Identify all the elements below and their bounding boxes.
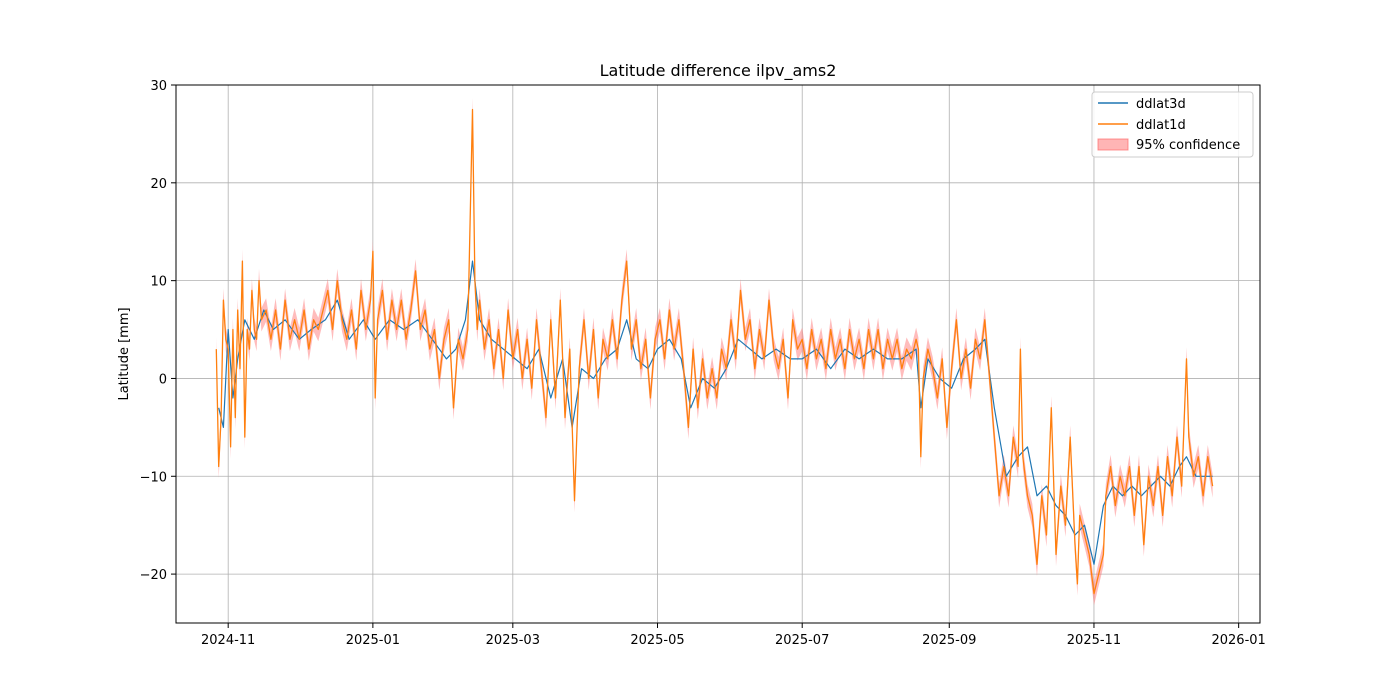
y-tick-label: −20: [140, 568, 167, 583]
x-tick-label: 2025-05: [630, 633, 684, 648]
x-tick-label: 2026-01: [1211, 633, 1265, 648]
series-line-ddlat3d: [218, 260, 1213, 565]
y-tick-label: −10: [140, 470, 167, 485]
y-tick-label: 30: [150, 79, 167, 94]
y-axis-ticks: −20 −10 0 10 20 30: [140, 79, 176, 583]
x-tick-label: 2024-11: [201, 633, 255, 648]
legend: ddlat3d ddlat1d 95% confidence: [1091, 91, 1254, 158]
x-tick-label: 2025-07: [775, 633, 829, 648]
series-lines: [215, 108, 1214, 595]
x-tick-label: 2025-11: [1067, 633, 1121, 648]
x-tick-label: 2025-01: [346, 633, 400, 648]
x-tick-label: 2025-03: [486, 633, 540, 648]
y-tick-label: 10: [150, 275, 167, 290]
y-tick-label: 0: [159, 372, 167, 387]
legend-label-ddlat1d: ddlat1d: [1136, 118, 1186, 133]
x-axis-ticks: 2024-11 2025-01 2025-03 2025-05 2025-07 2025-…: [201, 623, 1266, 648]
chart-title: Latitude difference ilpv_ams2: [600, 61, 837, 81]
legend-label-confidence: 95% confidence: [1136, 138, 1240, 153]
legend-swatch-confidence: [1097, 138, 1129, 151]
legend-label-ddlat3d: ddlat3d: [1136, 97, 1186, 112]
y-tick-label: 20: [150, 177, 167, 192]
x-tick-label: 2025-09: [922, 633, 976, 648]
y-axis-label: Latitude [mm]: [117, 307, 132, 400]
legend-box: [1091, 91, 1254, 158]
plot-frame: [175, 84, 1261, 624]
series-line-ddlat1d: [215, 108, 1214, 595]
